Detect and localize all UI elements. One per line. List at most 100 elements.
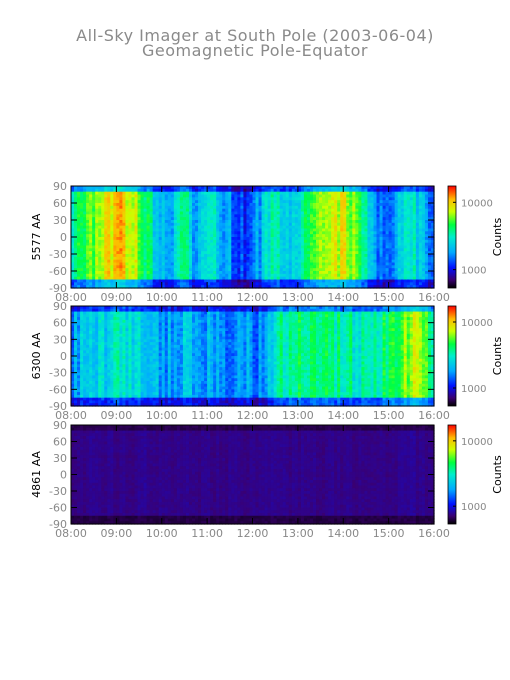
heat-cell <box>122 276 127 281</box>
heat-cell <box>213 265 217 269</box>
heat-cell <box>373 211 378 215</box>
heat-cell <box>222 282 226 286</box>
heat-cell <box>201 197 205 201</box>
heat-cell <box>240 285 245 289</box>
heat-cell <box>337 191 341 196</box>
heat-cell <box>222 188 226 193</box>
heat-cell <box>279 228 284 232</box>
heat-cell <box>258 239 263 244</box>
heat-cell <box>228 188 232 193</box>
heat-cell <box>95 203 99 207</box>
heat-cell <box>149 231 154 235</box>
heat-cell <box>394 248 399 252</box>
heat-cell <box>137 282 142 286</box>
heat-cell <box>225 254 229 258</box>
heat-cell <box>207 197 211 201</box>
heat-cell <box>382 245 387 249</box>
heat-cell <box>288 194 293 198</box>
heat-cell <box>285 279 290 283</box>
heat-cell <box>297 273 302 278</box>
heat-cell <box>101 256 105 261</box>
heat-cell <box>337 251 341 255</box>
heat-cell <box>397 211 402 215</box>
heat-cell <box>291 279 296 283</box>
heat-cell <box>300 220 305 224</box>
heat-cell <box>270 265 275 269</box>
heat-cell <box>119 214 124 218</box>
heat-cell <box>370 259 375 264</box>
heat-cell <box>261 273 266 278</box>
heat-cell <box>182 254 187 258</box>
heat-cell <box>346 245 350 249</box>
heat-cell <box>340 220 344 224</box>
heat-cell <box>95 279 99 283</box>
heat-cell <box>149 234 154 238</box>
heat-cell <box>243 242 248 247</box>
heat-cell <box>255 188 260 193</box>
heat-cell <box>204 248 208 252</box>
heat-cell <box>107 251 111 255</box>
heat-cell <box>252 208 257 213</box>
heat-cell <box>152 214 157 218</box>
heat-cell <box>243 271 248 275</box>
heat-cell <box>131 208 136 213</box>
heat-cell <box>355 231 359 235</box>
heat-cell <box>385 262 390 266</box>
heat-cell <box>249 214 254 218</box>
heat-cell <box>346 225 350 230</box>
heat-cell <box>276 205 281 210</box>
heat-cell <box>182 265 187 269</box>
heat-cell <box>170 234 175 238</box>
heat-cell <box>231 254 235 258</box>
heat-cell <box>391 268 396 272</box>
heat-cell <box>337 276 341 281</box>
heat-cell <box>137 279 142 283</box>
heat-cell <box>195 254 199 258</box>
heat-cell <box>134 282 139 286</box>
heat-cell <box>255 220 260 224</box>
heat-cell <box>267 231 272 235</box>
heat-cell <box>276 276 281 281</box>
heat-cell <box>182 225 187 230</box>
heat-cell <box>343 248 347 252</box>
heat-cell <box>110 225 114 230</box>
heat-cell <box>77 203 81 207</box>
heat-cell <box>355 194 359 198</box>
heat-cell <box>279 203 284 207</box>
heat-cell <box>164 211 169 215</box>
heat-cell <box>216 279 220 283</box>
heat-cell <box>149 186 154 190</box>
heat-cell <box>394 205 399 210</box>
heat-cell <box>98 268 102 272</box>
heat-cell <box>92 188 96 193</box>
heat-cell <box>403 197 408 201</box>
heat-cell <box>71 228 75 232</box>
heat-cell <box>231 186 235 190</box>
heat-cell <box>134 273 139 278</box>
heat-cell <box>340 273 344 278</box>
heat-cell <box>207 254 211 258</box>
x-tick-label: 15:00 <box>373 291 405 304</box>
heat-cell <box>261 208 266 213</box>
heat-cell <box>140 254 145 258</box>
heat-cell <box>255 254 260 258</box>
heat-cell <box>261 197 266 201</box>
heat-cell <box>113 259 117 264</box>
heat-cell <box>243 285 248 289</box>
heat-cell <box>116 265 121 269</box>
heat-cell <box>352 231 356 235</box>
heat-cell <box>146 194 151 198</box>
heat-cell <box>367 262 372 266</box>
heat-cell <box>346 279 350 283</box>
heat-cell <box>195 265 199 269</box>
heat-cell <box>406 194 411 198</box>
heat-cell <box>155 211 160 215</box>
heat-cell <box>204 242 208 247</box>
heat-cell <box>107 211 111 215</box>
heat-cell <box>309 217 314 221</box>
heat-cell <box>113 211 117 215</box>
heat-cell <box>134 197 139 201</box>
heat-cell <box>231 285 235 289</box>
heat-cell <box>388 194 393 198</box>
heat-cell <box>188 217 193 221</box>
